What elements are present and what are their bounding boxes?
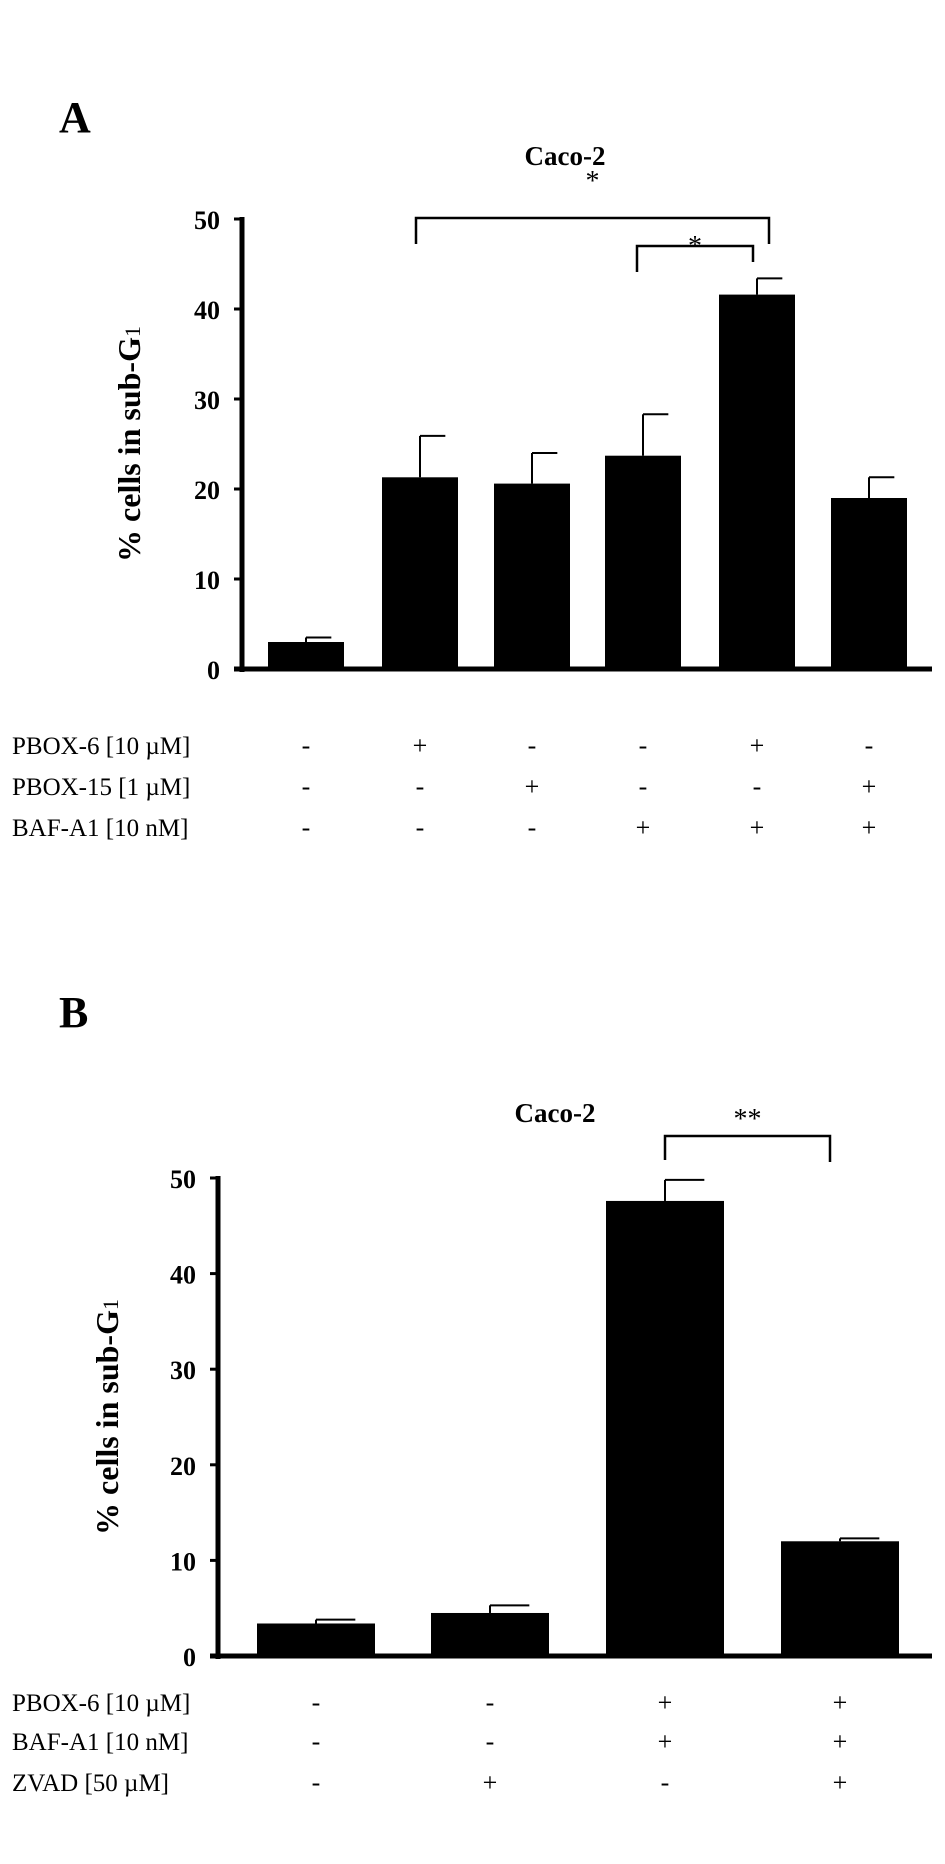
bar xyxy=(257,1623,375,1656)
condition-mark: + xyxy=(413,731,428,760)
y-axis-label-subscript: 1 xyxy=(120,326,145,337)
bar xyxy=(382,477,458,669)
condition-mark: + xyxy=(750,731,765,760)
bar xyxy=(831,498,907,669)
condition-mark: - xyxy=(528,731,537,760)
significance-bracket xyxy=(414,216,771,244)
bar xyxy=(268,642,344,669)
condition-mark: + xyxy=(636,813,651,842)
condition-label: PBOX-15 [1 µM] xyxy=(12,774,190,801)
condition-label: BAF-A1 [10 nM] xyxy=(12,815,188,842)
significance-label: * xyxy=(586,166,600,197)
condition-label: PBOX-6 [10 µM] xyxy=(12,733,190,760)
chart-title: Caco-2 xyxy=(515,1098,596,1128)
condition-mark: - xyxy=(416,772,425,801)
bar xyxy=(719,294,795,669)
y-tick-label: 0 xyxy=(207,656,220,685)
condition-mark: - xyxy=(302,772,311,801)
condition-mark: - xyxy=(416,813,425,842)
condition-mark: - xyxy=(302,813,311,842)
y-axis-label-text: % cells in sub-G xyxy=(89,1310,125,1535)
chart-title: Caco-2 xyxy=(525,141,606,171)
bar xyxy=(431,1612,549,1656)
y-tick-label: 10 xyxy=(170,1547,196,1576)
bar xyxy=(605,455,681,669)
condition-label: BAF-A1 [10 nM] xyxy=(12,1729,188,1756)
condition-mark: - xyxy=(661,1768,670,1797)
condition-mark: - xyxy=(312,1688,321,1717)
condition-mark: + xyxy=(658,1688,673,1717)
condition-mark: - xyxy=(865,731,874,760)
y-axis-label: % cells in sub-G1 xyxy=(111,326,147,562)
y-tick-label: 40 xyxy=(194,296,220,325)
condition-mark: - xyxy=(753,772,762,801)
significance-bracket xyxy=(663,1134,832,1162)
condition-mark: + xyxy=(862,813,877,842)
significance-bracket xyxy=(635,244,755,272)
y-tick-label: 10 xyxy=(194,566,220,595)
significance-label: ** xyxy=(734,1104,762,1135)
panel-label: B xyxy=(59,988,88,1037)
condition-mark: - xyxy=(486,1727,495,1756)
significance-label: * xyxy=(688,231,702,262)
y-tick-label: 30 xyxy=(170,1356,196,1385)
condition-mark: - xyxy=(302,731,311,760)
bar xyxy=(781,1541,899,1656)
condition-mark: - xyxy=(486,1688,495,1717)
condition-mark: + xyxy=(750,813,765,842)
y-tick-label: 20 xyxy=(170,1452,196,1481)
y-tick-label: 40 xyxy=(170,1261,196,1290)
condition-mark: - xyxy=(312,1768,321,1797)
condition-mark: - xyxy=(639,731,648,760)
condition-mark: - xyxy=(528,813,537,842)
condition-mark: - xyxy=(312,1727,321,1756)
condition-mark: + xyxy=(525,772,540,801)
y-tick-label: 50 xyxy=(194,206,220,235)
condition-mark: + xyxy=(862,772,877,801)
y-tick-label: 50 xyxy=(170,1165,196,1194)
y-axis-label-text: % cells in sub-G xyxy=(111,337,147,562)
y-tick-label: 30 xyxy=(194,386,220,415)
y-tick-label: 0 xyxy=(183,1643,196,1672)
bar xyxy=(494,483,570,669)
y-tick-label: 20 xyxy=(194,476,220,505)
condition-mark: - xyxy=(639,772,648,801)
bar xyxy=(606,1200,724,1656)
y-axis-label-subscript: 1 xyxy=(98,1299,123,1310)
condition-mark: + xyxy=(833,1768,848,1797)
condition-mark: + xyxy=(658,1727,673,1756)
condition-mark: + xyxy=(833,1688,848,1717)
condition-mark: + xyxy=(483,1768,498,1797)
condition-label: PBOX-6 [10 µM] xyxy=(12,1690,190,1717)
y-axis-label: % cells in sub-G1 xyxy=(89,1299,125,1535)
condition-label: ZVAD [50 µM] xyxy=(12,1770,169,1797)
condition-mark: + xyxy=(833,1727,848,1756)
panel-label: A xyxy=(59,93,91,142)
